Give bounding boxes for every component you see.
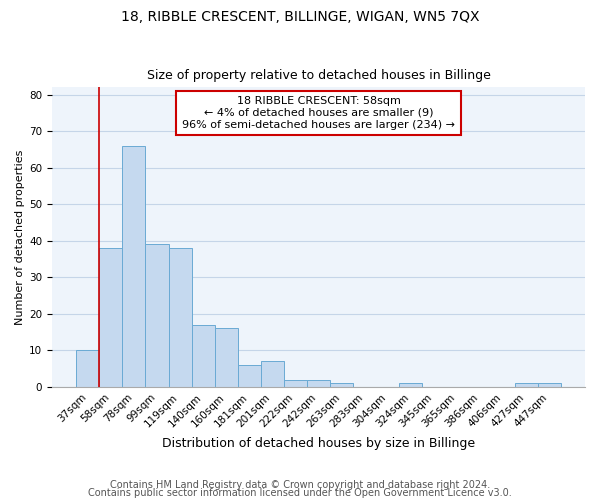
Bar [215,328,238,387]
X-axis label: Distribution of detached houses by size in Billinge: Distribution of detached houses by size … [162,437,475,450]
Bar [191,325,215,387]
Text: 18, RIBBLE CRESCENT, BILLINGE, WIGAN, WN5 7QX: 18, RIBBLE CRESCENT, BILLINGE, WIGAN, WN… [121,10,479,24]
Y-axis label: Number of detached properties: Number of detached properties [15,150,25,325]
Bar [515,384,538,387]
Bar [145,244,169,387]
Bar [76,350,100,387]
Bar [399,384,422,387]
Text: Contains HM Land Registry data © Crown copyright and database right 2024.: Contains HM Land Registry data © Crown c… [110,480,490,490]
Bar [238,365,261,387]
Bar [538,384,561,387]
Bar [330,384,353,387]
Title: Size of property relative to detached houses in Billinge: Size of property relative to detached ho… [146,69,490,82]
Bar [122,146,145,387]
Bar [307,380,330,387]
Text: Contains public sector information licensed under the Open Government Licence v3: Contains public sector information licen… [88,488,512,498]
Bar [100,248,122,387]
Bar [261,362,284,387]
Bar [284,380,307,387]
Text: 18 RIBBLE CRESCENT: 58sqm
← 4% of detached houses are smaller (9)
96% of semi-de: 18 RIBBLE CRESCENT: 58sqm ← 4% of detach… [182,96,455,130]
Bar [169,248,191,387]
